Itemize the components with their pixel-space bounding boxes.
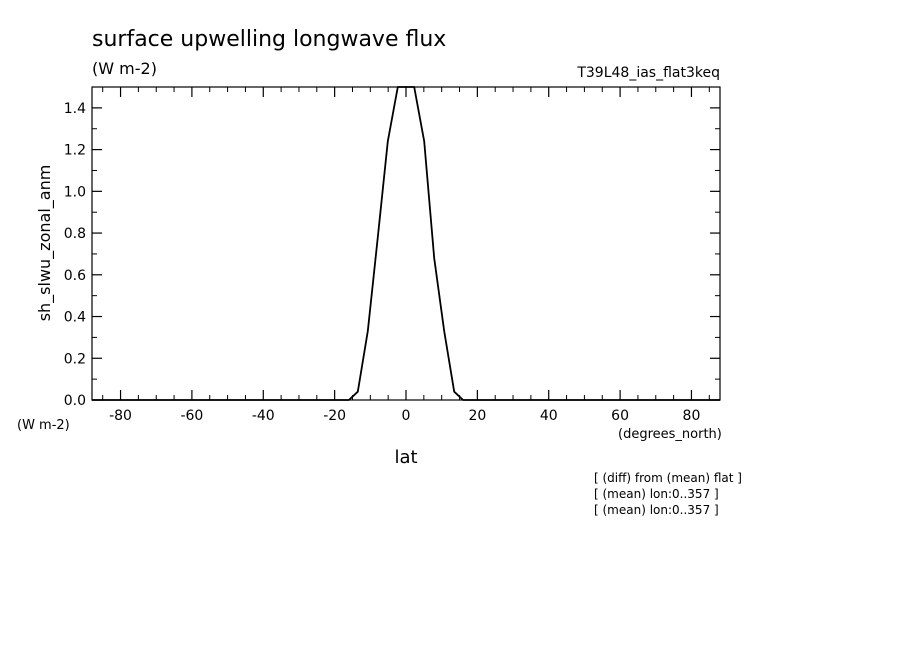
x-tick-label: -20 <box>323 408 346 424</box>
x-tick-label: -40 <box>252 408 275 424</box>
x-tick-label: 20 <box>468 408 486 424</box>
chart-units: (W m-2) <box>92 59 157 78</box>
y-tick-label: 0.4 <box>64 310 86 326</box>
x-tick-label: 40 <box>540 408 558 424</box>
footnote-diff: [ (diff) from (mean) flat ] <box>594 471 742 485</box>
chart-title: surface upwelling longwave flux <box>92 27 446 52</box>
experiment-label: T39L48_ias_flat3keq <box>576 65 720 81</box>
minor-ticks <box>92 87 720 400</box>
y-tick-label: 1.0 <box>64 184 86 200</box>
x-tick-label: 0 <box>402 408 411 424</box>
plot-frame <box>91 86 721 401</box>
x-tick-label: -60 <box>180 408 203 424</box>
x-axis-label: lat <box>394 447 417 468</box>
x-axis-units: (degrees_north) <box>618 427 722 442</box>
y-axis-units: (W m-2) <box>17 418 70 433</box>
y-tick-label: 0.8 <box>64 226 86 242</box>
y-axis-label: sh_slwu_zonal_anm <box>35 165 55 322</box>
x-tick-label: 60 <box>611 408 629 424</box>
x-tick-label: -80 <box>109 408 132 424</box>
y-tick-label: 0.6 <box>64 268 86 284</box>
footnote-mean-lon-2: [ (mean) lon:0..357 ] <box>594 503 719 517</box>
series-layer <box>92 86 720 401</box>
y-tick-label: 1.4 <box>64 101 86 117</box>
y-tick-label: 0.0 <box>64 393 86 409</box>
x-axis-ticks: -80 -60 -40 -20 0 20 40 60 80 <box>109 87 700 424</box>
y-tick-label: 0.2 <box>64 351 86 367</box>
series-line <box>92 86 720 401</box>
y-axis-ticks: 0.0 0.2 0.4 0.6 0.8 1.0 1.2 1.4 <box>64 101 720 409</box>
footnote-mean-lon: [ (mean) lon:0..357 ] <box>594 487 719 501</box>
y-tick-label: 1.2 <box>64 143 86 159</box>
x-tick-label: 80 <box>683 408 701 424</box>
